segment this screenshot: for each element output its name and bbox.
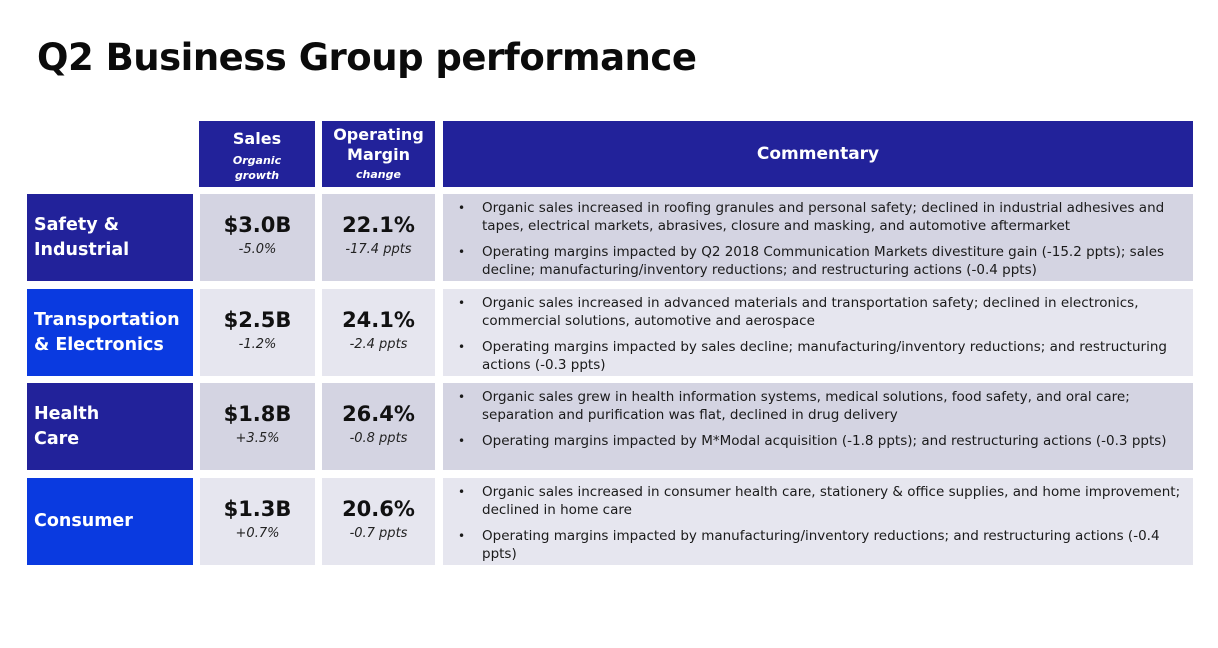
margin-change-value: -2.4 ppts xyxy=(349,337,408,352)
sales-cell: $1.3B +0.7% xyxy=(200,478,315,565)
commentary-bullet: Operating margins impacted by sales decl… xyxy=(453,338,1185,374)
operating-margin-value: 22.1% xyxy=(342,213,415,237)
commentary-bullet: Organic sales increased in consumer heal… xyxy=(453,483,1185,519)
commentary-list: Organic sales increased in roofing granu… xyxy=(453,199,1185,279)
commentary-bullet: Operating margins impacted by manufactur… xyxy=(453,527,1185,563)
sales-cell: $1.8B +3.5% xyxy=(200,383,315,470)
margin-cell: 22.1% -17.4 ppts xyxy=(322,194,435,281)
header-sales-label: Sales xyxy=(232,129,282,148)
operating-margin-value: 26.4% xyxy=(342,402,415,426)
row-label-line-2: Industrial xyxy=(34,239,130,260)
operating-margin-value: 24.1% xyxy=(342,308,415,332)
row-label-line-1: Consumer xyxy=(34,511,133,531)
sales-value: $2.5B xyxy=(223,308,292,332)
organic-growth-value: -1.2% xyxy=(238,337,277,352)
row-label-line-2: Care xyxy=(34,428,80,449)
header-operating-margin: Operating Margin change xyxy=(322,121,435,187)
margin-change-value: -0.7 ppts xyxy=(349,526,408,541)
margin-cell: 24.1% -2.4 ppts xyxy=(322,289,435,376)
commentary-cell: Organic sales increased in advanced mate… xyxy=(443,289,1193,376)
header-commentary-label: Commentary xyxy=(756,144,880,164)
margin-cell: 20.6% -0.7 ppts xyxy=(322,478,435,565)
commentary-bullet: Organic sales increased in roofing granu… xyxy=(453,199,1185,235)
sales-value: $1.8B xyxy=(223,402,292,426)
header-sales-sub-1: Organic xyxy=(232,154,282,167)
organic-growth-value: -5.0% xyxy=(238,242,277,257)
sales-value: $3.0B xyxy=(223,213,292,237)
row-label-health-care: Health Care xyxy=(27,383,193,470)
commentary-cell: Organic sales increased in roofing granu… xyxy=(443,194,1193,281)
commentary-bullet: Operating margins impacted by Q2 2018 Co… xyxy=(453,243,1185,279)
sales-cell: $3.0B -5.0% xyxy=(200,194,315,281)
header-margin-line-1: Operating xyxy=(333,125,424,144)
margin-change-value: -17.4 ppts xyxy=(345,242,412,257)
sales-value: $1.3B xyxy=(223,497,292,521)
sales-cell: $2.5B -1.2% xyxy=(200,289,315,376)
organic-growth-value: +3.5% xyxy=(235,431,280,446)
commentary-cell: Organic sales increased in consumer heal… xyxy=(443,478,1193,565)
row-label-consumer: Consumer xyxy=(27,478,193,565)
page-title: Q2 Business Group performance xyxy=(37,36,697,79)
header-margin-line-2: Margin xyxy=(347,145,410,164)
commentary-list: Organic sales increased in consumer heal… xyxy=(453,483,1185,563)
row-label-transportation-electronics: Transportation & Electronics xyxy=(27,289,193,376)
header-sales: Sales Organic growth xyxy=(199,121,315,187)
commentary-cell: Organic sales grew in health information… xyxy=(443,383,1193,470)
row-label-line-1: Safety & xyxy=(34,214,120,235)
commentary-bullet: Operating margins impacted by M*Modal ac… xyxy=(453,432,1185,450)
commentary-list: Organic sales increased in advanced mate… xyxy=(453,294,1185,374)
commentary-list: Organic sales grew in health information… xyxy=(453,388,1185,450)
margin-cell: 26.4% -0.8 ppts xyxy=(322,383,435,470)
commentary-bullet: Organic sales grew in health information… xyxy=(453,388,1185,424)
header-margin-sub: change xyxy=(356,168,401,181)
operating-margin-value: 20.6% xyxy=(342,497,415,521)
organic-growth-value: +0.7% xyxy=(235,526,280,541)
row-label-line-1: Transportation xyxy=(34,309,180,330)
commentary-bullet: Organic sales increased in advanced mate… xyxy=(453,294,1185,330)
row-label-safety-industrial: Safety & Industrial xyxy=(27,194,193,281)
header-commentary: Commentary xyxy=(443,121,1193,187)
row-label-line-2: & Electronics xyxy=(34,334,164,355)
header-sales-sub-2: growth xyxy=(234,169,280,182)
margin-change-value: -0.8 ppts xyxy=(349,431,408,446)
row-label-line-1: Health xyxy=(34,403,100,424)
